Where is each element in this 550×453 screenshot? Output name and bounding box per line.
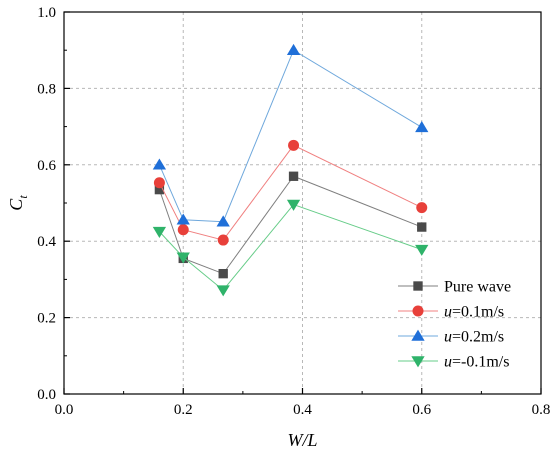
legend-marker xyxy=(413,281,423,291)
y-tick-label: 0.4 xyxy=(37,234,56,250)
data-point-pure xyxy=(218,268,228,279)
series-layer xyxy=(152,43,429,297)
data-point-um01 xyxy=(152,226,167,238)
y-axis-title-sub: t xyxy=(16,195,30,199)
x-tick-label: 0.4 xyxy=(293,402,312,418)
y-tick-label: 0.6 xyxy=(37,158,56,174)
legend-label: u=0.2m/s xyxy=(444,329,504,346)
data-point-u01 xyxy=(288,139,300,151)
y-tick-label: 0.2 xyxy=(37,311,56,327)
legend-label-rest: =0.2m/s xyxy=(452,329,504,346)
data-point-pure xyxy=(417,222,427,232)
data-point-um01 xyxy=(216,285,230,297)
grid xyxy=(64,12,541,394)
legend-label-rest: =-0.1m/s xyxy=(452,354,509,371)
data-point-u02 xyxy=(216,215,230,227)
legend-entry-um01: u=-0.1m/s xyxy=(398,354,509,371)
legend-entry-u02: u=0.2m/s xyxy=(398,329,504,346)
data-point-pure xyxy=(288,171,299,181)
data-point-u01 xyxy=(153,177,165,189)
x-tick-label: 0.6 xyxy=(412,402,431,418)
data-point-um01 xyxy=(286,199,301,211)
y-axis-title-main: C xyxy=(6,198,26,211)
x-axis-title: W/L xyxy=(287,430,317,450)
legend-label: u=-0.1m/s xyxy=(444,354,509,371)
y-axis-title: Ct xyxy=(6,195,30,211)
data-point-u02 xyxy=(415,121,429,133)
series-um01 xyxy=(152,199,429,297)
axis-ticks: 0.0 0.2 0.4 0.6 0.8 0.0 0.2 0.4 0.6 0.8 1.0 xyxy=(37,5,550,418)
data-point-um01 xyxy=(176,252,190,264)
series-u01 xyxy=(153,139,428,246)
series-u02 xyxy=(152,43,429,227)
legend-entry-u01: u=0.1m/s xyxy=(398,304,504,321)
data-point-u02 xyxy=(176,213,190,225)
series-line-u02 xyxy=(158,49,423,223)
series-line-pure xyxy=(158,175,422,275)
series-line-um01 xyxy=(159,203,422,291)
data-point-u02 xyxy=(286,43,301,55)
legend-entry-pure: Pure wave xyxy=(398,279,511,296)
data-point-pure xyxy=(154,184,165,195)
x-tick-label: 0.0 xyxy=(55,402,74,418)
legend-marker xyxy=(412,305,424,317)
legend-label: Pure wave xyxy=(444,279,511,296)
legend-label: u=0.1m/s xyxy=(444,304,504,321)
data-point-u01 xyxy=(177,224,189,236)
legend-label-rest: =0.1m/s xyxy=(452,304,504,321)
series-line-u01 xyxy=(158,144,422,241)
legend-label-rest: Pure wave xyxy=(444,279,511,296)
legend-marker xyxy=(411,356,425,368)
y-tick-label: 1.0 xyxy=(37,5,56,21)
data-point-u02 xyxy=(152,158,167,170)
legend-label-italic: u xyxy=(444,304,452,321)
x-tick-label: 0.2 xyxy=(174,402,193,418)
data-point-um01 xyxy=(415,244,429,256)
legend-label-italic: u xyxy=(444,354,452,371)
legend-marker xyxy=(411,329,425,341)
series-pure xyxy=(154,171,427,279)
data-point-u01 xyxy=(217,234,229,246)
y-tick-label: 0.0 xyxy=(37,387,56,403)
y-tick-label: 0.8 xyxy=(37,81,56,97)
data-point-u01 xyxy=(416,202,428,214)
x-tick-label: 0.8 xyxy=(532,402,550,418)
legend-label-italic: u xyxy=(444,329,452,346)
